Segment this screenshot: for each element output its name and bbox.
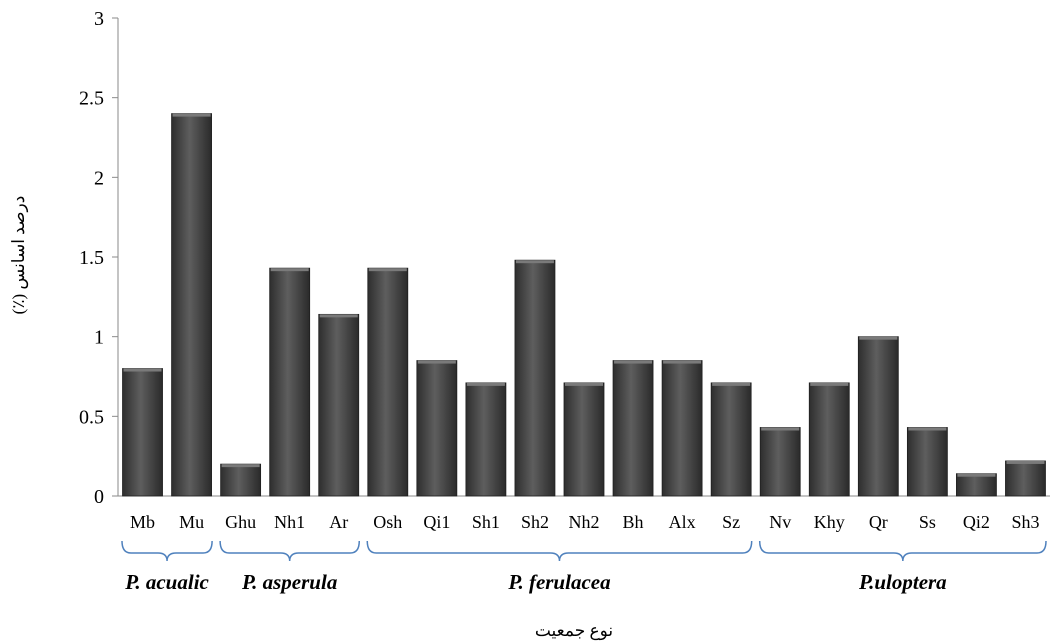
bar-highlight [565, 382, 603, 386]
x-tick-label: Alx [669, 512, 696, 532]
y-tick-label: 0 [94, 486, 104, 508]
bar-highlight [663, 360, 702, 364]
x-tick-label: Osh [373, 512, 402, 532]
bar [367, 267, 409, 497]
x-tick-label: Nh1 [274, 512, 305, 532]
bar-highlight [466, 382, 505, 386]
group-bracket [219, 540, 361, 562]
y-axis: 0 0.5 1 1.5 2 2.5 3 [79, 8, 119, 508]
bar [220, 463, 262, 497]
bar [514, 259, 556, 497]
bar [808, 382, 850, 497]
bar [563, 382, 605, 497]
x-tick-label: Sz [722, 512, 740, 532]
bar-highlight [319, 314, 358, 318]
group-label: P. acualic [124, 570, 209, 594]
bar-highlight [368, 268, 407, 272]
bar [710, 382, 752, 497]
x-tick-label: Ar [329, 512, 348, 532]
bar-highlight [712, 382, 751, 386]
bar [318, 313, 360, 497]
bar [857, 336, 899, 497]
group-label: P. ferulacea [507, 570, 610, 594]
bar-highlight [614, 360, 653, 364]
bar-highlight [123, 368, 162, 372]
bar-highlight [221, 464, 260, 468]
bar-highlight [1006, 460, 1045, 464]
x-tick-label: Qi1 [423, 512, 450, 532]
x-tick-label: Bh [623, 512, 644, 532]
bar-highlight [859, 336, 898, 340]
x-tick-label: Nh2 [569, 512, 600, 532]
bar-highlight [957, 473, 996, 477]
x-tick-label: Qr [869, 512, 888, 532]
y-tick-label: 1 [94, 327, 104, 349]
bar-highlight [810, 382, 849, 386]
bars [122, 113, 1046, 497]
bar [1005, 460, 1046, 497]
y-axis-label: درصد اسانس (٪) [9, 196, 29, 315]
group-bracket [366, 540, 753, 562]
x-tick-label: Nv [769, 512, 791, 532]
bar [906, 427, 948, 497]
y-tick-label: 2.5 [79, 88, 104, 110]
bar [171, 113, 212, 497]
bar-highlight [515, 260, 554, 264]
y-tick-label: 2 [94, 167, 104, 189]
group-brackets: P. acualic P. asperula P. ferulacea P.ulopt… [121, 540, 1047, 594]
bar [956, 473, 997, 497]
bar-highlight [417, 360, 456, 364]
group-bracket [758, 540, 1047, 562]
x-axis-label: نوع جمعیت [535, 621, 613, 641]
bar [465, 382, 507, 497]
x-tick-label: Khy [814, 512, 845, 532]
x-tick-label: Sh2 [521, 512, 549, 532]
x-tick-label: Ghu [225, 512, 256, 532]
bar [759, 427, 801, 497]
x-tick-label: Sh1 [472, 512, 500, 532]
bar [612, 360, 654, 497]
group-label: P.uloptera [858, 570, 947, 594]
bar [269, 267, 311, 497]
bar-highlight [270, 268, 309, 272]
group-label: P. asperula [241, 570, 337, 594]
x-tick-label: Ss [919, 512, 936, 532]
x-tick-label: Qi2 [963, 512, 990, 532]
bar [661, 360, 703, 497]
y-tick-label: 1.5 [79, 247, 104, 269]
bar-highlight [172, 113, 211, 117]
category-labels: Mb Mu Ghu Nh1 Ar Osh Qi1 Sh1 Sh2 Nh2 Bh Alx Sz Nv Khy Q… [130, 512, 1039, 532]
y-tick-label: 3 [94, 8, 104, 30]
x-tick-label: Mu [179, 512, 204, 532]
bar [416, 360, 458, 497]
bar-highlight [908, 427, 947, 431]
y-tick-label: 0.5 [79, 406, 104, 428]
bar-highlight [761, 427, 800, 431]
group-bracket [121, 540, 213, 562]
bar [122, 368, 163, 497]
x-tick-label: Mb [130, 512, 155, 532]
x-tick-label: Sh3 [1011, 512, 1039, 532]
